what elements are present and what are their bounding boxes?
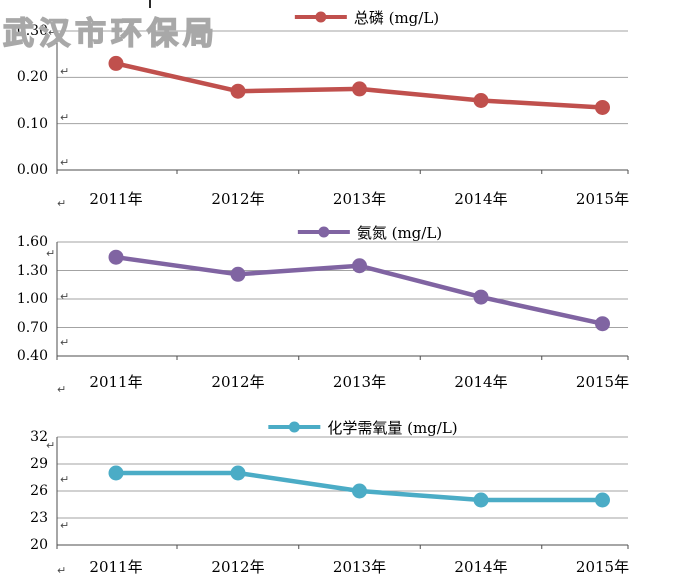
chart-化学需氧量 xyxy=(56,436,629,549)
x-tick-label: 2015年 xyxy=(575,373,630,391)
data-point xyxy=(352,483,367,499)
x-tick-label: 2012年 xyxy=(211,558,265,576)
data-point xyxy=(473,492,489,508)
x-tick-label: 2013年 xyxy=(332,373,387,391)
x-tick-label: 2014年 xyxy=(454,558,508,576)
y-tick-label: 0.30 xyxy=(16,23,48,39)
x-tick-label: 2012年 xyxy=(211,373,265,391)
y-tick-label: 0.00 xyxy=(16,162,48,178)
return-mark: ↵ xyxy=(46,247,56,260)
legend-cod: 化学需氧量 (mg/L) xyxy=(268,417,458,437)
return-mark: ↵ xyxy=(60,336,70,349)
return-mark: ↵ xyxy=(57,564,67,577)
legend-line-icon xyxy=(297,226,350,238)
data-point xyxy=(108,55,124,71)
return-mark: ↵ xyxy=(57,197,67,210)
legend-dot-icon xyxy=(318,226,330,238)
y-tick-label: 0.10 xyxy=(16,115,48,132)
y-tick-label: 23 xyxy=(30,510,48,526)
data-point xyxy=(595,99,610,115)
chart-氨氮 xyxy=(56,241,629,360)
data-point xyxy=(108,249,124,265)
data-point xyxy=(352,258,367,274)
y-tick-label: 20 xyxy=(30,537,48,553)
chart-总磷 xyxy=(56,30,629,174)
legend-dot-icon xyxy=(288,421,300,433)
x-tick-label: 2015年 xyxy=(575,558,630,576)
x-tick-label: 2012年 xyxy=(211,190,265,208)
return-mark: ↵ xyxy=(48,26,58,39)
x-tick-label: 2011年 xyxy=(89,373,143,391)
x-tick-label: 2011年 xyxy=(89,190,143,208)
data-point xyxy=(230,266,246,282)
y-tick-label: 0.70 xyxy=(16,319,48,336)
data-point xyxy=(352,81,367,97)
return-mark: ↵ xyxy=(60,473,70,486)
return-mark: ↵ xyxy=(46,439,56,452)
return-mark: ↵ xyxy=(60,519,70,532)
text-cursor-artifact xyxy=(149,0,151,8)
return-mark: ↵ xyxy=(60,156,70,169)
x-tick-label: 2011年 xyxy=(89,558,143,576)
y-tick-label: 1.30 xyxy=(16,262,48,279)
x-tick-label: 2013年 xyxy=(332,558,387,576)
data-point xyxy=(595,316,610,332)
x-tick-label: 2014年 xyxy=(454,373,508,391)
return-mark: ↵ xyxy=(60,65,70,78)
watermark: 武汉市环保局 xyxy=(2,15,219,53)
y-tick-label: 32 xyxy=(30,429,48,445)
y-tick-label: 0.40 xyxy=(16,348,48,364)
data-point xyxy=(473,93,489,108)
data-point xyxy=(473,289,489,305)
data-point xyxy=(595,492,610,508)
legend-dot-icon xyxy=(315,11,327,23)
return-mark: ↵ xyxy=(60,290,70,303)
return-mark: ↵ xyxy=(57,383,67,396)
x-tick-label: 2014年 xyxy=(454,190,508,208)
data-point xyxy=(108,465,124,481)
data-point xyxy=(230,83,246,99)
y-tick-label: 29 xyxy=(30,456,48,472)
legend-label: 氨氮 (mg/L) xyxy=(356,223,443,242)
y-tick-label: 26 xyxy=(30,483,48,499)
x-tick-label: 2015年 xyxy=(575,190,630,208)
return-mark: ↵ xyxy=(60,111,70,124)
legend-total-phosphorus: 总磷 (mg/L) xyxy=(294,7,440,27)
y-tick-label: 1.00 xyxy=(16,291,48,307)
y-tick-label: 0.20 xyxy=(16,69,48,86)
x-tick-label: 2013年 xyxy=(332,190,387,208)
legend-label: 总磷 (mg/L) xyxy=(353,8,440,27)
legend-line-icon xyxy=(294,11,347,23)
legend-ammonia-nitrogen: 氨氮 (mg/L) xyxy=(297,222,443,242)
data-point xyxy=(230,465,246,481)
y-tick-label: 1.60 xyxy=(16,234,48,250)
legend-label: 化学需氧量 (mg/L) xyxy=(327,418,458,437)
legend-line-icon xyxy=(268,421,321,433)
